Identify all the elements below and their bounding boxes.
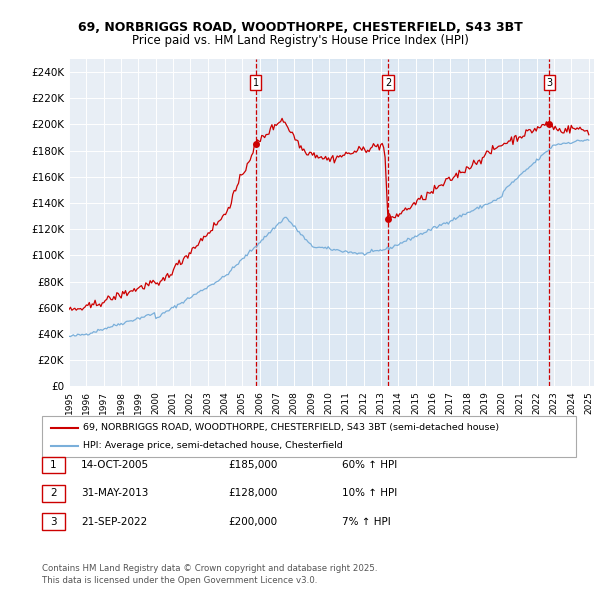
Text: 69, NORBRIGGS ROAD, WOODTHORPE, CHESTERFIELD, S43 3BT: 69, NORBRIGGS ROAD, WOODTHORPE, CHESTERF… (77, 21, 523, 34)
Text: £128,000: £128,000 (228, 489, 277, 498)
Text: 14-OCT-2005: 14-OCT-2005 (81, 460, 149, 470)
Text: 1: 1 (50, 460, 57, 470)
Text: £200,000: £200,000 (228, 517, 277, 526)
Text: HPI: Average price, semi-detached house, Chesterfield: HPI: Average price, semi-detached house,… (83, 441, 343, 450)
Text: 69, NORBRIGGS ROAD, WOODTHORPE, CHESTERFIELD, S43 3BT (semi-detached house): 69, NORBRIGGS ROAD, WOODTHORPE, CHESTERF… (83, 423, 499, 432)
Text: 7% ↑ HPI: 7% ↑ HPI (342, 517, 391, 526)
Text: 10% ↑ HPI: 10% ↑ HPI (342, 489, 397, 498)
Text: 2: 2 (385, 77, 391, 87)
Text: Contains HM Land Registry data © Crown copyright and database right 2025.
This d: Contains HM Land Registry data © Crown c… (42, 565, 377, 585)
Text: 3: 3 (546, 77, 553, 87)
Text: 21-SEP-2022: 21-SEP-2022 (81, 517, 147, 526)
Text: 60% ↑ HPI: 60% ↑ HPI (342, 460, 397, 470)
Text: 1: 1 (253, 77, 259, 87)
Text: 3: 3 (50, 517, 57, 526)
Bar (256, 59, 549, 386)
Text: 31-MAY-2013: 31-MAY-2013 (81, 489, 148, 498)
Text: 2: 2 (50, 489, 57, 498)
Text: £185,000: £185,000 (228, 460, 277, 470)
Text: Price paid vs. HM Land Registry's House Price Index (HPI): Price paid vs. HM Land Registry's House … (131, 34, 469, 47)
